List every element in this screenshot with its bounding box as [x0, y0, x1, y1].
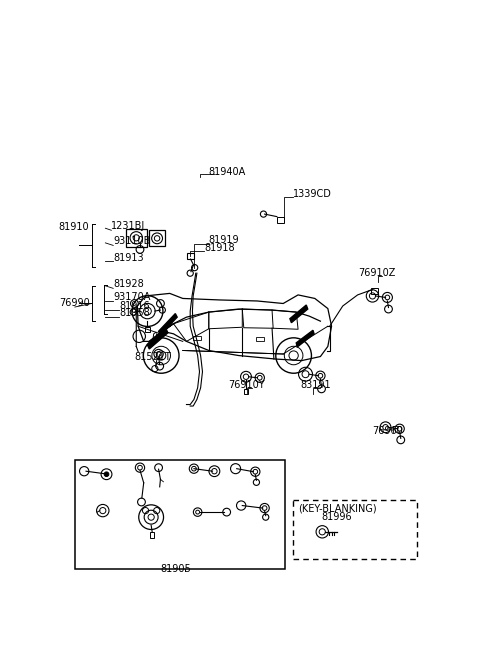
Text: 76990: 76990 — [59, 298, 89, 308]
Text: 81905: 81905 — [160, 564, 191, 574]
Text: 1339CD: 1339CD — [292, 189, 331, 199]
Bar — [149, 230, 165, 247]
Text: 81916: 81916 — [120, 300, 150, 310]
Bar — [126, 229, 147, 247]
Text: 81958: 81958 — [120, 308, 150, 318]
Bar — [75, 460, 285, 569]
Text: 83191: 83191 — [300, 380, 331, 390]
Text: 76910Z: 76910Z — [358, 268, 396, 278]
Text: 76910Y: 76910Y — [228, 380, 265, 390]
Polygon shape — [147, 329, 168, 349]
Polygon shape — [290, 305, 308, 323]
Polygon shape — [296, 330, 314, 347]
Polygon shape — [158, 314, 177, 335]
Text: 81919: 81919 — [209, 236, 240, 245]
Text: 81940A: 81940A — [209, 167, 246, 177]
Text: 93170A: 93170A — [113, 292, 151, 302]
Bar — [244, 390, 248, 394]
Circle shape — [104, 472, 109, 476]
Bar — [371, 289, 378, 295]
Text: 81910: 81910 — [59, 222, 89, 232]
Text: 76960: 76960 — [372, 426, 403, 436]
Text: 93110B: 93110B — [113, 236, 151, 246]
Bar — [256, 337, 264, 341]
Bar — [292, 501, 417, 559]
Bar — [193, 337, 202, 340]
Text: 81913: 81913 — [113, 253, 144, 263]
Text: 81996: 81996 — [322, 512, 352, 522]
Text: 81918: 81918 — [204, 243, 235, 253]
Bar — [187, 253, 194, 259]
Bar — [150, 532, 155, 539]
Text: 81928: 81928 — [113, 279, 144, 289]
Bar — [277, 216, 284, 222]
Text: 1231BJ: 1231BJ — [111, 221, 145, 231]
Text: 81521T: 81521T — [134, 352, 170, 361]
Text: (KEY-BLANKING): (KEY-BLANKING) — [298, 504, 376, 514]
Bar — [145, 327, 150, 333]
